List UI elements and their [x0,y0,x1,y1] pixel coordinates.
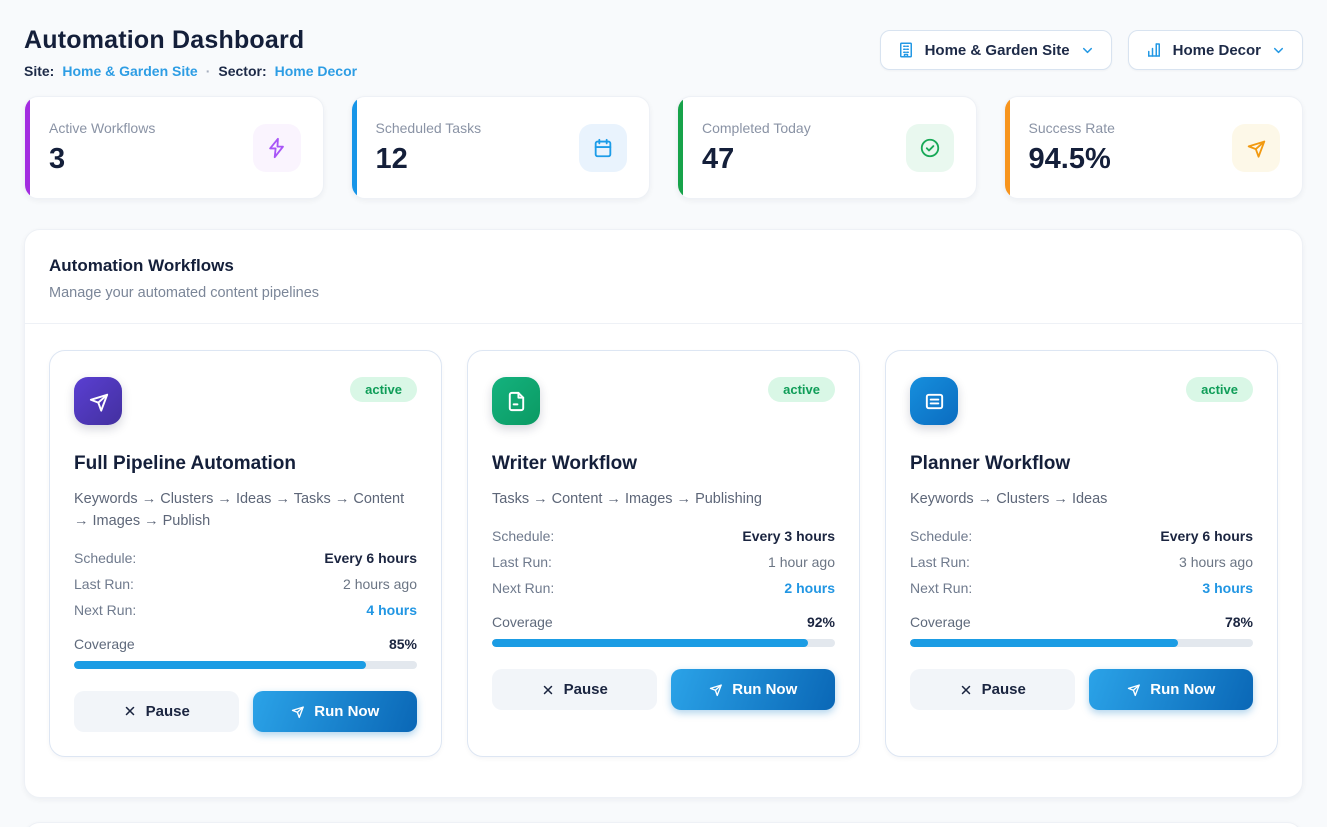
workflow-card-planner: active Planner Workflow Keywords → Clust… [885,350,1278,757]
header-actions: Home & Garden Site Home Decor [879,30,1303,70]
schedule-row: Schedule: Every 6 hours [910,528,1253,544]
site-link[interactable]: Home & Garden Site [62,63,198,79]
workflows-section-subtitle: Manage your automated content pipelines [49,285,320,301]
workflow-title: Full Pipeline Automation [74,453,297,474]
send-icon [708,682,723,697]
workflow-title: Planner Workflow [910,453,1071,474]
workflow-card-full-pipeline: active Full Pipeline Automation Keywords… [49,350,442,757]
workflows-section-title: Automation Workflows [49,256,234,275]
title-block: Automation Dashboard Site: Home & Garden… [24,26,357,79]
workflow-grid: active Full Pipeline Automation Keywords… [49,350,1278,757]
coverage-block: Coverage 85% [74,636,417,669]
stat-card-active-workflows: Active Workflows 3 [24,96,324,199]
next-run-row: Next Run: 3 hours [910,580,1253,596]
close-icon [959,683,973,697]
stat-label: Success Rate [1028,119,1115,136]
next-run-value: 4 hours [366,601,417,618]
workflow-pipeline: Tasks → Content → Images → Publishing [492,491,762,507]
last-run-value: 3 hours ago [1179,554,1253,570]
coverage-progress-bar [492,639,835,647]
stat-card-scheduled-tasks: Scheduled Tasks 12 [350,96,650,199]
next-run-value: 2 hours [784,580,835,596]
building-icon [897,41,915,59]
next-run-row: Next Run: 2 hours [492,580,835,596]
schedule-value: Every 6 hours [1160,528,1253,544]
workflow-title: Writer Workflow [492,453,637,474]
coverage-progress-bar [910,639,1253,647]
stat-label: Completed Today [702,119,811,136]
last-run-value: 2 hours ago [343,575,417,592]
page-header: Automation Dashboard Site: Home & Garden… [24,26,1303,79]
file-text-icon [492,377,540,425]
status-badge: active [350,377,417,402]
chevron-down-icon [1271,43,1286,58]
schedule-value: Every 6 hours [324,549,417,566]
stat-card-success-rate: Success Rate 94.5% [1003,96,1303,199]
sector-link[interactable]: Home Decor [274,63,358,79]
coverage-percent: 85% [388,635,417,652]
workflow-pipeline: Keywords → Clusters → Ideas → Tasks → Co… [74,491,405,530]
coverage-block: Coverage 78% [910,614,1253,647]
stat-label: Active Workflows [49,119,156,136]
sector-picker-dropdown[interactable]: Home Decor [1127,30,1303,70]
coverage-percent: 78% [1224,614,1253,630]
pause-button[interactable]: Pause [910,669,1075,710]
close-icon [123,704,137,718]
stat-value: 12 [375,142,408,175]
stat-value: 3 [49,142,66,175]
last-run-value: 1 hour ago [768,554,835,570]
send-icon [1232,123,1280,172]
stat-label: Scheduled Tasks [375,119,482,136]
stat-value: 94.5% [1028,142,1111,175]
stat-card-completed-today: Completed Today 47 [677,96,977,199]
workflow-card-writer: active Writer Workflow Tasks → Content →… [467,350,860,757]
calendar-icon [579,123,627,172]
automation-steps-section: Automation Steps Configure which steps a… [24,821,1303,827]
run-now-button[interactable]: Run Now [670,669,835,710]
last-run-row: Last Run: 1 hour ago [492,554,835,570]
status-badge: active [1186,377,1253,402]
sector-label: Sector: [218,63,267,79]
workflows-section: Automation Workflows Manage your automat… [24,229,1303,798]
separator-dot: · [205,63,211,79]
run-now-button[interactable]: Run Now [1088,669,1253,710]
sector-picker-label: Home Decor [1172,41,1261,59]
check-circle-icon [905,123,954,172]
last-run-row: Last Run: 2 hours ago [74,575,417,592]
last-run-row: Last Run: 3 hours ago [910,554,1253,570]
workflow-pipeline: Keywords → Clusters → Ideas [910,491,1108,507]
coverage-percent: 92% [806,614,835,630]
send-icon [74,377,122,425]
send-icon [290,704,305,719]
send-icon [1126,682,1141,697]
schedule-row: Schedule: Every 3 hours [492,528,835,544]
site-picker-dropdown[interactable]: Home & Garden Site [879,30,1112,70]
schedule-row: Schedule: Every 6 hours [74,549,417,566]
pause-button[interactable]: Pause [492,669,657,710]
coverage-progress-fill [910,639,1178,647]
pause-button[interactable]: Pause [74,690,239,732]
coverage-progress-fill [492,639,808,647]
run-now-button[interactable]: Run Now [252,690,417,732]
schedule-value: Every 3 hours [742,528,835,544]
stat-value: 47 [702,142,735,175]
site-label: Site: [24,63,55,79]
bar-chart-icon [1145,41,1163,59]
stats-row: Active Workflows 3 Scheduled Tasks 12 Co… [24,96,1303,199]
list-document-icon [910,377,958,425]
coverage-progress-bar [74,660,417,669]
next-run-row: Next Run: 4 hours [74,601,417,618]
lightning-icon [252,123,301,172]
status-badge: active [768,377,835,402]
breadcrumb: Site: Home & Garden Site · Sector: Home … [24,63,357,79]
chevron-down-icon [1080,43,1095,58]
close-icon [541,683,555,697]
next-run-value: 3 hours [1202,580,1253,596]
coverage-block: Coverage 92% [492,614,835,647]
site-picker-label: Home & Garden Site [924,41,1070,59]
coverage-progress-fill [74,660,366,669]
page-title: Automation Dashboard [24,26,305,54]
